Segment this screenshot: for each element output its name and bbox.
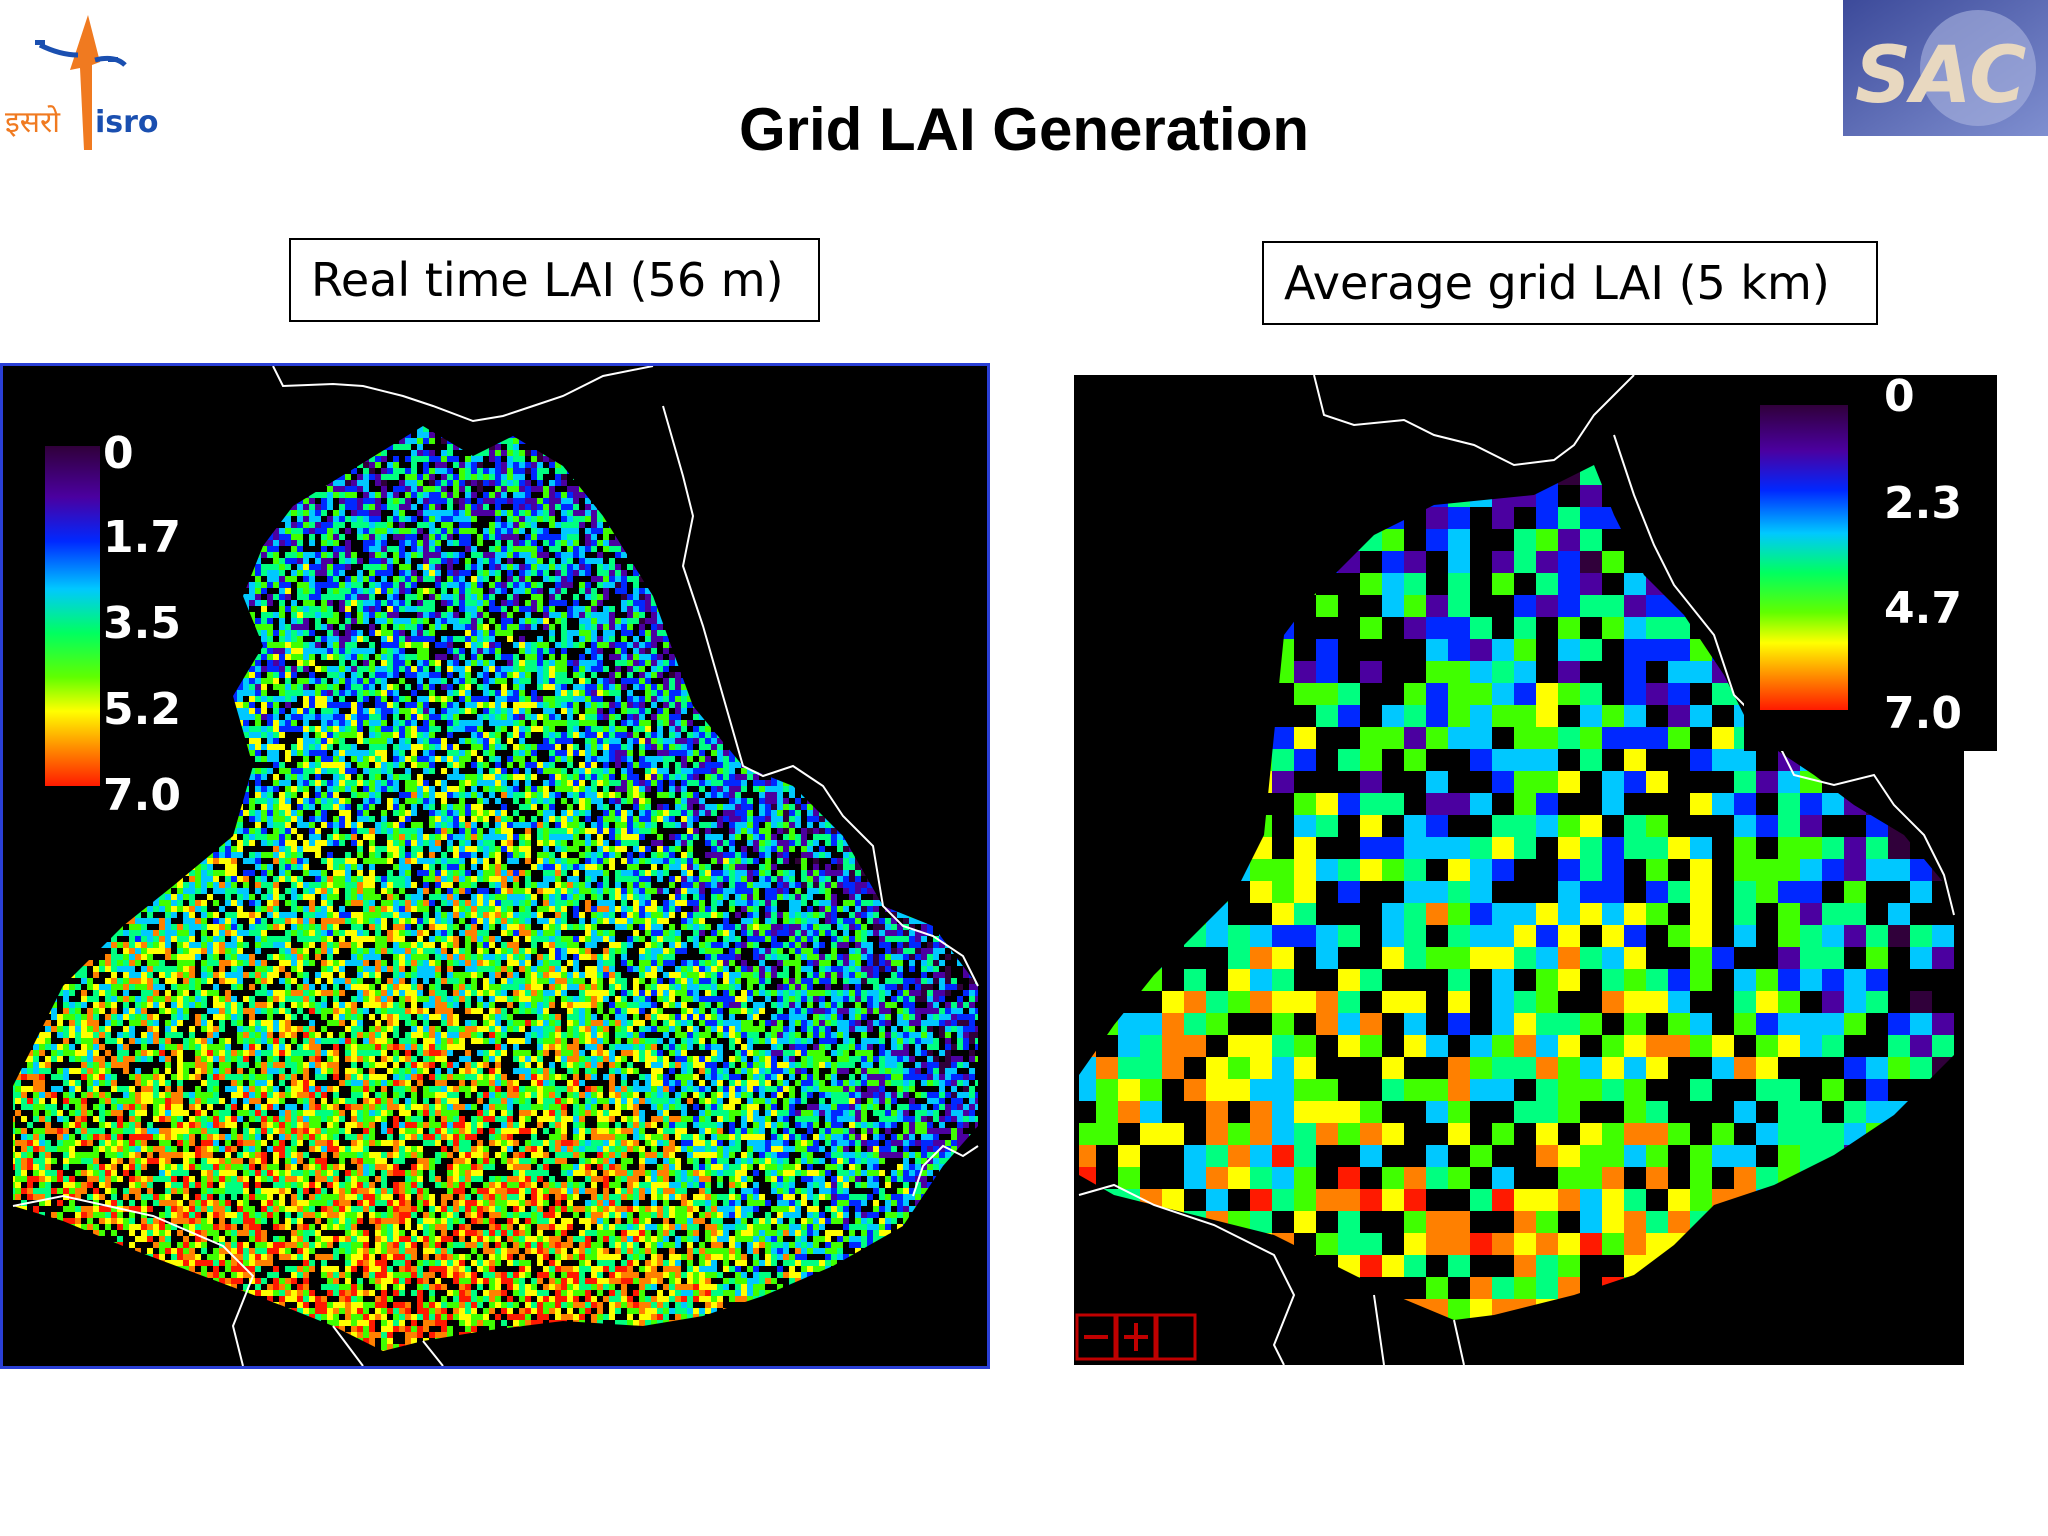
right-legend-label-3: 7.0: [1884, 688, 1962, 739]
sac-logo-icon: SAC: [1843, 0, 2048, 136]
left-colorbar: [45, 446, 100, 786]
right-legend-label-2: 4.7: [1884, 583, 1962, 634]
real-time-lai-map: 0 1.7 3.5 5.2 7.0: [0, 363, 990, 1369]
sac-logo-text: SAC: [1855, 31, 2026, 121]
left-legend-label-4: 7.0: [103, 770, 181, 821]
right-legend: 0 2.3 4.7 7.0: [1744, 375, 1997, 751]
left-legend-label-1: 1.7: [103, 512, 181, 563]
left-map-boundary: [12, 366, 979, 1366]
right-colorbar: [1760, 405, 1848, 710]
left-panel-caption: Real time LAI (56 m): [289, 238, 820, 322]
isro-logo-latin: isro: [95, 105, 159, 140]
isro-logo-hindi: इसरो: [5, 105, 61, 140]
right-panel-caption: Average grid LAI (5 km): [1262, 241, 1878, 325]
left-legend-label-0: 0: [103, 428, 134, 479]
right-legend-label-0: 0: [1884, 375, 1915, 422]
left-legend-label-2: 3.5: [103, 598, 181, 649]
slide-title: Grid LAI Generation: [0, 95, 2048, 164]
isro-logo-icon: इसरो isro: [0, 10, 175, 155]
right-legend-label-1: 2.3: [1884, 478, 1962, 529]
right-map-boundary: [1078, 375, 1955, 1365]
left-legend-label-3: 5.2: [103, 684, 181, 735]
zoom-controls-icon: [1075, 1313, 1197, 1361]
